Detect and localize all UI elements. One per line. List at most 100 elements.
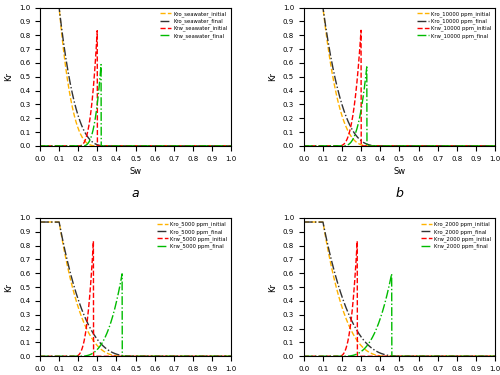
Krw_10000 ppm_initial bbox=[358, 28, 364, 33]
Kro_seawater_final bbox=[56, 9, 62, 13]
Legend: Kro_seawater_initial, Kro_seawater_final, Krw_seawater_initial, Krw_seawater_fin: Kro_seawater_initial, Kro_seawater_final… bbox=[158, 10, 228, 40]
Krw_seawater_final bbox=[56, 144, 62, 148]
Kro_5000 ppm_initial bbox=[228, 354, 234, 358]
Kro_2000 ppm_final bbox=[450, 354, 456, 358]
Kro_2000 ppm_initial bbox=[492, 354, 498, 358]
Krw_5000 ppm_initial bbox=[37, 354, 43, 358]
Line: Kro_seawater_final: Kro_seawater_final bbox=[40, 8, 231, 146]
Kro_5000 ppm_initial bbox=[123, 354, 129, 358]
Krw_5000 ppm_initial bbox=[228, 354, 234, 358]
Kro_seawater_initial bbox=[122, 144, 128, 148]
Krw_5000 ppm_initial bbox=[190, 354, 196, 358]
Krw_2000 ppm_initial bbox=[320, 354, 326, 358]
Line: Krw_5000 ppm_final: Krw_5000 ppm_final bbox=[40, 274, 231, 356]
Line: Kro_10000 ppm_final: Kro_10000 ppm_final bbox=[304, 8, 495, 146]
Kro_seawater_final bbox=[122, 144, 128, 148]
Kro_seawater_initial bbox=[56, 10, 62, 14]
Krw_seawater_final bbox=[190, 144, 196, 148]
Krw_10000 ppm_initial bbox=[454, 144, 460, 148]
Kro_5000 ppm_initial bbox=[37, 220, 43, 224]
Krw_5000 ppm_initial bbox=[186, 354, 192, 358]
Kro_2000 ppm_initial bbox=[454, 354, 460, 358]
Krw_2000 ppm_final bbox=[320, 354, 326, 358]
Krw_2000 ppm_final bbox=[301, 354, 307, 358]
Legend: Kro_10000 ppm_initial, Kro_10000 ppm_final, Krw_10000 ppm_initial, Krw_10000 ppm: Kro_10000 ppm_initial, Kro_10000 ppm_fin… bbox=[416, 10, 492, 40]
Kro_5000 ppm_final bbox=[228, 354, 234, 358]
Kro_10000 ppm_initial bbox=[432, 144, 438, 148]
Text: a: a bbox=[132, 188, 140, 200]
Kro_10000 ppm_final bbox=[378, 144, 384, 148]
Krw_5000 ppm_final bbox=[228, 354, 234, 358]
Kro_5000 ppm_final bbox=[121, 354, 127, 358]
Kro_seawater_initial bbox=[186, 144, 192, 148]
Y-axis label: Kr: Kr bbox=[4, 282, 14, 291]
Kro_10000 ppm_final bbox=[320, 8, 326, 13]
Krw_10000 ppm_final bbox=[364, 64, 370, 69]
Krw_10000 ppm_initial bbox=[432, 144, 438, 148]
Kro_10000 ppm_final bbox=[378, 144, 384, 148]
Y-axis label: Kr: Kr bbox=[4, 72, 14, 81]
Krw_seawater_initial bbox=[122, 144, 128, 148]
Krw_2000 ppm_final bbox=[454, 354, 460, 358]
Kro_10000 ppm_final bbox=[454, 144, 460, 148]
Krw_5000 ppm_initial bbox=[122, 354, 128, 358]
Krw_2000 ppm_initial bbox=[454, 354, 460, 358]
Kro_5000 ppm_final bbox=[186, 354, 192, 358]
Kro_5000 ppm_final bbox=[132, 354, 138, 358]
Krw_10000 ppm_initial bbox=[492, 144, 498, 148]
Krw_10000 ppm_initial bbox=[301, 144, 307, 148]
Legend: Kro_2000 ppm_initial, Kro_2000 ppm_final, Krw_2000 ppm_initial, Krw_2000 ppm_fin: Kro_2000 ppm_initial, Kro_2000 ppm_final… bbox=[420, 220, 492, 250]
Krw_seawater_initial bbox=[228, 144, 234, 148]
Krw_2000 ppm_initial bbox=[385, 354, 391, 358]
Kro_10000 ppm_initial bbox=[378, 144, 384, 148]
Kro_5000 ppm_final bbox=[168, 354, 174, 358]
Line: Krw_10000 ppm_final: Krw_10000 ppm_final bbox=[304, 67, 495, 146]
Kro_5000 ppm_initial bbox=[190, 354, 196, 358]
Krw_seawater_initial bbox=[186, 144, 192, 148]
Kro_2000 ppm_final bbox=[301, 220, 307, 224]
Kro_seawater_initial bbox=[37, 5, 43, 10]
Krw_seawater_initial bbox=[168, 144, 174, 148]
Kro_5000 ppm_final bbox=[37, 220, 43, 224]
Line: Kro_2000 ppm_initial: Kro_2000 ppm_initial bbox=[304, 222, 495, 356]
Kro_seawater_final bbox=[228, 144, 234, 148]
Kro_5000 ppm_initial bbox=[168, 354, 174, 358]
Kro_seawater_final bbox=[168, 144, 174, 148]
Line: Kro_10000 ppm_initial: Kro_10000 ppm_initial bbox=[304, 8, 495, 146]
Krw_5000 ppm_initial bbox=[114, 354, 120, 358]
Y-axis label: Kr: Kr bbox=[268, 282, 278, 291]
Krw_5000 ppm_initial bbox=[168, 354, 174, 358]
Kro_2000 ppm_final bbox=[492, 354, 498, 358]
Krw_10000 ppm_initial bbox=[385, 144, 391, 148]
Kro_seawater_initial bbox=[114, 144, 120, 148]
Line: Kro_5000 ppm_final: Kro_5000 ppm_final bbox=[40, 222, 231, 356]
Kro_10000 ppm_final bbox=[450, 144, 456, 148]
Line: Kro_2000 ppm_final: Kro_2000 ppm_final bbox=[304, 222, 495, 356]
Line: Kro_5000 ppm_initial: Kro_5000 ppm_initial bbox=[40, 222, 231, 356]
Kro_seawater_initial bbox=[168, 144, 174, 148]
Krw_2000 ppm_final bbox=[388, 272, 394, 276]
Kro_2000 ppm_final bbox=[454, 354, 460, 358]
Krw_2000 ppm_initial bbox=[450, 354, 456, 358]
Krw_seawater_initial bbox=[56, 144, 62, 148]
Krw_seawater_initial bbox=[114, 144, 120, 148]
Krw_2000 ppm_initial bbox=[432, 354, 438, 358]
Y-axis label: Kr: Kr bbox=[268, 72, 278, 81]
Krw_2000 ppm_final bbox=[378, 314, 384, 318]
Krw_seawater_final bbox=[98, 62, 104, 67]
Kro_10000 ppm_initial bbox=[454, 144, 460, 148]
Kro_5000 ppm_initial bbox=[121, 354, 127, 358]
Kro_seawater_initial bbox=[228, 144, 234, 148]
Kro_seawater_final bbox=[104, 144, 110, 148]
Krw_2000 ppm_initial bbox=[354, 239, 360, 243]
Krw_5000 ppm_initial bbox=[56, 354, 62, 358]
Krw_10000 ppm_final bbox=[385, 144, 391, 148]
Krw_2000 ppm_initial bbox=[301, 354, 307, 358]
Krw_seawater_final bbox=[114, 144, 120, 148]
Krw_10000 ppm_final bbox=[450, 144, 456, 148]
Krw_10000 ppm_initial bbox=[378, 144, 384, 148]
Krw_5000 ppm_final bbox=[56, 354, 62, 358]
Krw_2000 ppm_final bbox=[450, 354, 456, 358]
Krw_seawater_final bbox=[186, 144, 192, 148]
Kro_5000 ppm_final bbox=[114, 352, 120, 357]
